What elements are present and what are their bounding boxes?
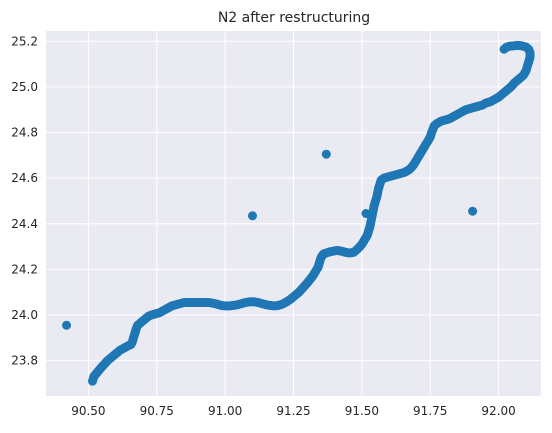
x-axis-ticks: 90.50 90.75 91.00 91.25 91.50 91.75 92.00 (71, 404, 516, 418)
data-points (62, 40, 535, 386)
y-tick-label: 24.4 (11, 217, 38, 231)
y-tick-label: 25.0 (11, 80, 38, 94)
y-tick-label: 24.6 (11, 171, 38, 185)
x-tick-label: 91.25 (276, 404, 310, 418)
data-point (247, 211, 257, 221)
y-tick-label: 24.2 (11, 262, 38, 276)
x-tick-label: 91.00 (208, 404, 242, 418)
y-tick-label: 24.8 (11, 126, 38, 140)
x-tick-label: 90.75 (140, 404, 174, 418)
x-tick-label: 91.75 (413, 404, 447, 418)
x-tick-label: 90.50 (71, 404, 105, 418)
data-point (62, 320, 72, 330)
y-tick-label: 24.0 (11, 308, 38, 322)
x-tick-label: 92.00 (481, 404, 515, 418)
data-point (499, 44, 509, 54)
data-point (361, 209, 371, 218)
data-point (321, 149, 331, 159)
chart-title: N2 after restructuring (218, 10, 370, 26)
data-point (468, 206, 478, 216)
y-axis-ticks: 23.8 24.0 24.2 24.4 24.6 24.8 25.0 25.2 (11, 34, 38, 367)
y-tick-label: 25.2 (11, 34, 38, 48)
x-tick-label: 91.50 (345, 404, 379, 418)
grid-lines (46, 31, 541, 396)
y-tick-label: 23.8 (11, 354, 38, 368)
